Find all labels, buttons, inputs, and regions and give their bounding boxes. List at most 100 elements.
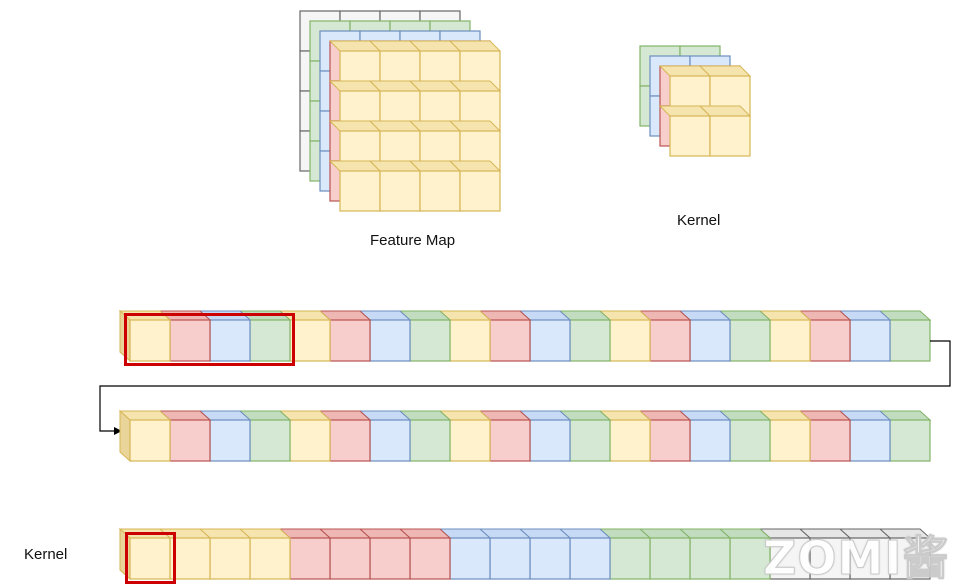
- cell-front-face: [329, 319, 371, 362]
- row-cell-red: [318, 410, 372, 462]
- row1-kernel-window: [124, 313, 295, 366]
- row-cell-red: [478, 310, 532, 362]
- cell-left-face: [119, 409, 131, 463]
- row-cell-blue: [838, 310, 892, 362]
- cell-front-face: [289, 419, 331, 462]
- cell-front-face: [809, 537, 851, 580]
- cell-front-face: [769, 319, 811, 362]
- row-cell-green: [238, 410, 292, 462]
- row-cell-blue: [358, 310, 412, 362]
- connector-line: [99, 340, 951, 432]
- cell-front-face: [129, 419, 171, 462]
- cube-cell: [698, 105, 752, 157]
- row3-kernel-window: [125, 532, 176, 584]
- row-cell-blue: [838, 410, 892, 462]
- cell-front-face: [209, 319, 251, 362]
- row-cell-gray: [758, 528, 812, 580]
- cell-front-face: [169, 419, 211, 462]
- row-cell-green: [558, 410, 612, 462]
- cell-front-face: [329, 419, 371, 462]
- cell-front-face: [649, 419, 691, 462]
- row-cell-green: [878, 410, 932, 462]
- cell-front-face: [769, 419, 811, 462]
- cell-front-face: [489, 319, 531, 362]
- cell-front-face: [889, 419, 931, 462]
- kernel-cube: [639, 45, 752, 157]
- row-cell-yellow: [238, 528, 292, 580]
- row-cell-green: [878, 310, 932, 362]
- row-cell-green: [678, 528, 732, 580]
- row-cell-green: [398, 310, 452, 362]
- feature-map-cube: [299, 10, 502, 212]
- cell-front-face: [529, 419, 571, 462]
- cell-front-face: [249, 319, 291, 362]
- row-cell-gray: [838, 528, 892, 580]
- cell-front-face: [689, 537, 731, 580]
- row-cell-red: [398, 528, 452, 580]
- row-cell-red: [478, 410, 532, 462]
- cell-front-face: [569, 537, 611, 580]
- cell-front-face: [129, 319, 171, 362]
- cell-front-face: [889, 537, 931, 580]
- cell-front-face: [209, 419, 251, 462]
- cube-cell: [328, 160, 382, 212]
- cube-cell: [408, 160, 462, 212]
- cell-front-face: [489, 419, 531, 462]
- row-cell-green: [398, 410, 452, 462]
- cell-front-face: [449, 419, 491, 462]
- kernel-row-label: Kernel: [24, 546, 68, 563]
- cell-front-face: [419, 170, 461, 212]
- cell-front-face: [369, 319, 411, 362]
- row-cell-yellow: [758, 410, 812, 462]
- row-cell-blue: [558, 528, 612, 580]
- cell-front-face: [729, 319, 771, 362]
- cell-front-face: [849, 537, 891, 580]
- row-cell-yellow: [118, 409, 172, 463]
- cell-front-face: [129, 537, 171, 580]
- cell-front-face: [489, 537, 531, 580]
- cube-cell: [368, 160, 422, 212]
- cell-front-face: [409, 537, 451, 580]
- flattened-row-1: [118, 309, 932, 363]
- cell-front-face: [169, 319, 211, 362]
- row-cell-yellow: [118, 309, 172, 363]
- row-cell-yellow: [158, 528, 212, 580]
- cell-front-face: [649, 537, 691, 580]
- cell-front-face: [369, 537, 411, 580]
- cell-front-face: [409, 419, 451, 462]
- cell-front-face: [769, 537, 811, 580]
- cell-front-face: [809, 319, 851, 362]
- cell-front-face: [289, 319, 331, 362]
- cell-front-face: [609, 419, 651, 462]
- flattened-row-2: [118, 409, 932, 463]
- cell-front-face: [609, 319, 651, 362]
- cell-front-face: [459, 170, 501, 212]
- row-cell-red: [158, 410, 212, 462]
- cell-front-face: [209, 537, 251, 580]
- row-cell-red: [318, 528, 372, 580]
- cell-front-face: [569, 419, 611, 462]
- cell-front-face: [379, 170, 421, 212]
- row-cell-red: [798, 310, 852, 362]
- cell-front-face: [669, 115, 711, 157]
- cube-cell: [658, 105, 712, 157]
- cell-front-face: [849, 419, 891, 462]
- row-cell-yellow: [438, 310, 492, 362]
- feature-map-label: Feature Map: [370, 232, 456, 249]
- row-cell-blue: [678, 410, 732, 462]
- row-wrap-connector: [99, 340, 951, 435]
- cell-front-face: [169, 537, 211, 580]
- row-cell-red: [638, 310, 692, 362]
- cell-front-face: [369, 419, 411, 462]
- cell-front-face: [329, 537, 371, 580]
- cell-front-face: [609, 537, 651, 580]
- cell-front-face: [809, 419, 851, 462]
- cell-front-face: [889, 319, 931, 362]
- highlight-boxes: [124, 313, 295, 584]
- cube-cell: [448, 160, 502, 212]
- cell-front-face: [729, 419, 771, 462]
- cell-front-face: [689, 319, 731, 362]
- cell-front-face: [649, 319, 691, 362]
- row-cell-green: [638, 528, 692, 580]
